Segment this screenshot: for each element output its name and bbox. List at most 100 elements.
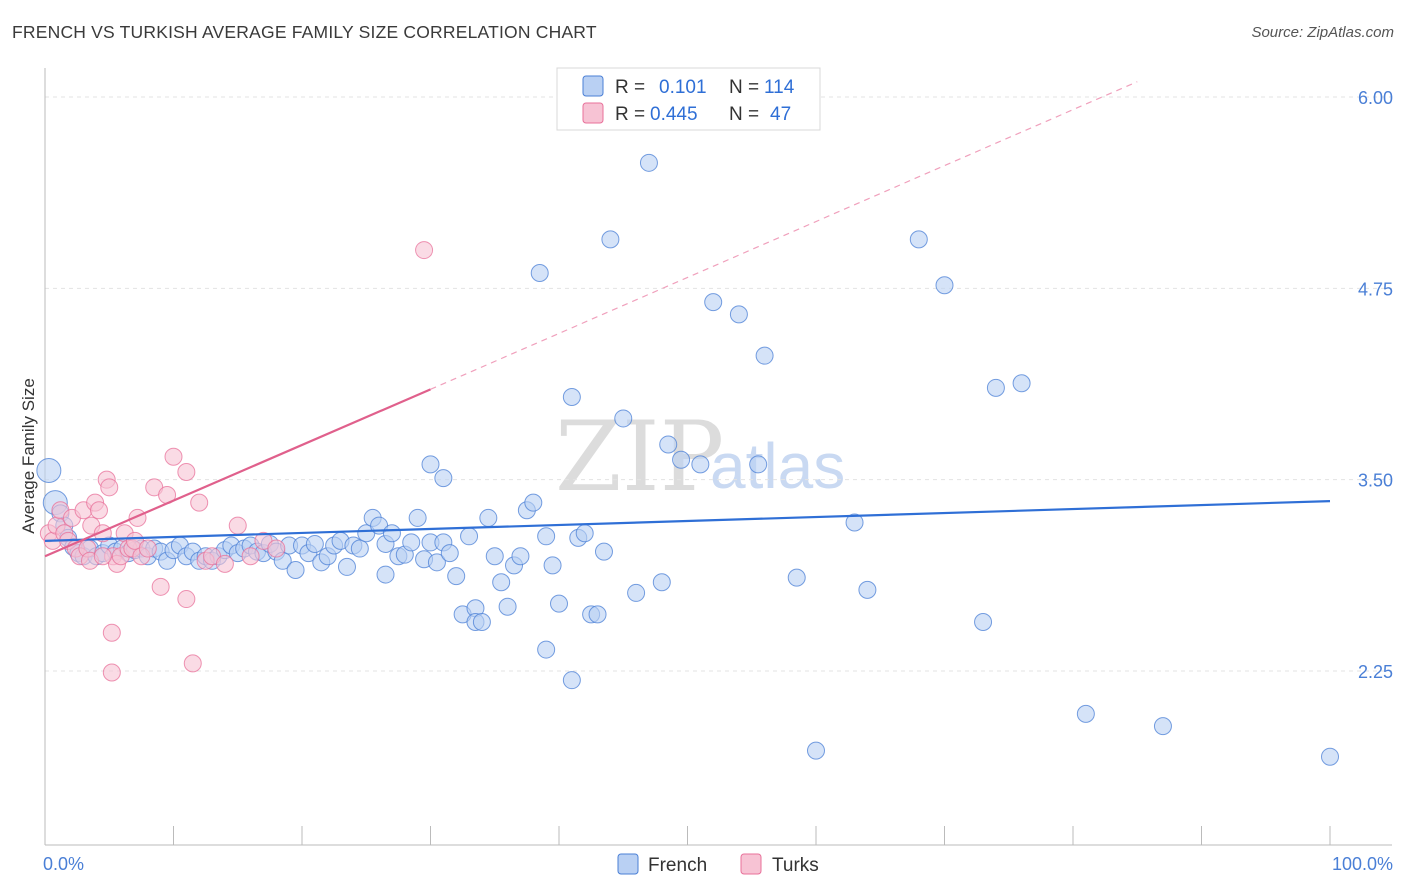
french-point	[672, 450, 691, 469]
x-tick-labels: 0.0% 100.0%	[43, 854, 1393, 874]
legend-turks-n-label: N =	[729, 104, 759, 125]
french-point	[402, 533, 421, 552]
source-label: Source: ZipAtlas.com	[1251, 24, 1394, 41]
turks-point	[138, 539, 157, 558]
french-point	[408, 508, 427, 527]
french-point	[337, 557, 356, 576]
x-tick-label-start: 0.0%	[43, 854, 84, 874]
watermark-atlas: atlas	[710, 430, 845, 502]
turks-point	[93, 547, 112, 566]
french-point	[659, 435, 678, 454]
french-point	[986, 378, 1005, 397]
turks-point	[151, 577, 170, 596]
french-point	[749, 455, 768, 474]
legend-french-n-label: N =	[729, 77, 759, 98]
french-point	[562, 388, 581, 407]
turks-point	[183, 654, 202, 673]
french-point	[755, 346, 774, 365]
bottom-legend-turks-swatch	[740, 853, 762, 875]
french-point	[485, 547, 504, 566]
turks-point	[415, 241, 434, 260]
legend-french-n-value: 114	[764, 77, 795, 98]
french-point	[652, 573, 671, 592]
french-point	[729, 305, 748, 324]
french-point	[460, 527, 479, 546]
french-point	[543, 556, 562, 575]
french-point	[594, 542, 613, 561]
french-point	[1012, 374, 1031, 393]
axes	[44, 68, 1392, 846]
bottom-legend: French Turks	[617, 853, 819, 876]
french-trendline	[44, 499, 1331, 542]
legend-turks-n-value: 47	[770, 104, 791, 125]
french-point	[1321, 747, 1339, 766]
y-tick-label: 4.75	[1358, 279, 1393, 299]
french-point	[845, 513, 864, 532]
turks-point	[190, 493, 209, 512]
gridlines	[45, 96, 1392, 672]
turks-point	[177, 590, 196, 609]
legend-french-r-value: 0.101	[659, 77, 707, 98]
french-point	[492, 573, 511, 592]
french-point	[691, 455, 710, 474]
french-point	[601, 230, 620, 249]
french-point	[472, 613, 491, 632]
french-point	[36, 457, 62, 483]
french-point	[1076, 704, 1095, 723]
french-point	[639, 153, 658, 172]
french-point	[550, 594, 568, 613]
turks-point	[228, 516, 247, 535]
french-point	[575, 524, 594, 543]
french-point	[382, 524, 401, 543]
x-tick-label-end: 100.0%	[1332, 854, 1393, 874]
french-point	[350, 539, 369, 558]
trendlines	[44, 81, 1331, 558]
y-tick-labels: 2.25 3.50 4.75 6.00	[1358, 88, 1393, 682]
french-point	[909, 230, 928, 249]
french-point	[704, 293, 723, 312]
french-point	[614, 409, 633, 428]
legend-french-r-label: R =	[615, 77, 645, 98]
series-french	[36, 153, 1339, 766]
turks-trendline	[44, 388, 431, 558]
turks-point	[215, 554, 234, 573]
french-point	[440, 544, 459, 563]
turks-point	[102, 663, 121, 682]
stats-legend: R = 0.101 N = 114 R = 0.445 N = 47	[556, 67, 821, 131]
y-tick-label: 2.25	[1358, 662, 1393, 682]
series-turks	[39, 241, 434, 682]
turks-point	[177, 463, 196, 482]
french-point	[376, 565, 395, 584]
french-point	[974, 613, 993, 632]
y-axis-label: Average Family Size	[19, 378, 38, 534]
french-point	[537, 527, 556, 546]
french-point	[807, 741, 825, 760]
french-point	[305, 534, 324, 553]
french-point	[447, 567, 466, 586]
turks-point	[241, 547, 260, 566]
legend-turks-swatch	[582, 102, 604, 124]
french-point	[588, 605, 607, 624]
french-point	[479, 508, 498, 527]
french-point	[498, 597, 517, 616]
legend-turks-r-value: 0.445	[650, 104, 698, 125]
legend-french-swatch	[582, 75, 604, 97]
french-point	[427, 553, 446, 572]
y-tick-label: 6.00	[1358, 88, 1393, 108]
turks-point	[89, 501, 108, 520]
french-point	[1153, 717, 1172, 736]
french-point	[787, 568, 806, 587]
french-point	[562, 671, 581, 690]
bottom-legend-french-label: French	[648, 855, 707, 876]
chart-title: FRENCH VS TURKISH AVERAGE FAMILY SIZE CO…	[12, 22, 597, 42]
legend-turks-r-label: R =	[615, 104, 645, 125]
french-point	[524, 493, 543, 512]
turks-point	[267, 539, 286, 558]
french-point	[286, 560, 305, 579]
bottom-legend-turks-label: Turks	[772, 855, 819, 876]
french-point	[434, 469, 453, 488]
french-point	[858, 580, 877, 599]
y-tick-label: 3.50	[1358, 471, 1393, 491]
turks-trendline-extended	[430, 81, 1138, 390]
